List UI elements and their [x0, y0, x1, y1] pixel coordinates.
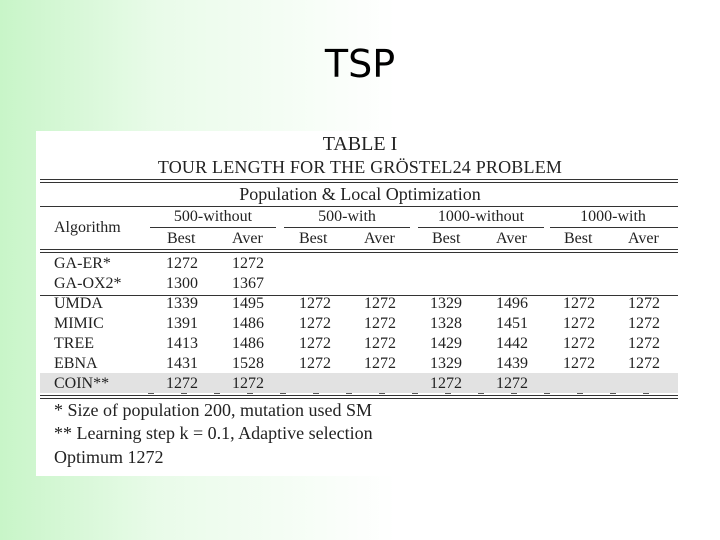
dash-mark: [643, 393, 649, 394]
row-name: GA-ER*: [54, 255, 111, 272]
dash-mark: [313, 393, 319, 394]
dash-mark: [148, 393, 154, 394]
rule-block-separator: [40, 295, 678, 296]
table-cell: 1272: [496, 375, 528, 392]
dash-mark: [445, 393, 451, 394]
group-underline-4: [550, 227, 678, 228]
slide-title: TSP: [324, 42, 396, 86]
row-name: EBNA: [54, 355, 98, 372]
table-cell: 1413: [166, 335, 198, 352]
table-cell: 1272: [628, 355, 660, 372]
table-cell: 1272: [364, 335, 396, 352]
table-cell: 1272: [232, 375, 264, 392]
table-cell: 1429: [430, 335, 462, 352]
dash-mark: [412, 393, 418, 394]
table-cell: 1272: [166, 255, 198, 272]
rule-bottom-1: [40, 395, 678, 396]
rule-bottom-2: [40, 398, 678, 399]
table-cell: 1391: [166, 315, 198, 332]
note-learning-step: ** Learning step k = 0.1, Adaptive selec…: [54, 423, 373, 443]
results-table: TABLE I TOUR LENGTH FOR THE GRÖSTEL24 PR…: [36, 131, 684, 476]
group-underline-3: [418, 227, 544, 228]
table-cell: 1328: [430, 315, 462, 332]
table-cell: 1272: [299, 315, 331, 332]
group-header-1000-with: 1000-with: [580, 208, 646, 225]
row-name: TREE: [54, 335, 94, 352]
table-cell: 1451: [496, 315, 528, 332]
table-cell: 1439: [496, 355, 528, 372]
dash-mark: [544, 393, 550, 394]
table-cell: 1272: [430, 375, 462, 392]
table-cell: 1272: [628, 335, 660, 352]
table-cell: 1367: [232, 275, 264, 292]
subheader-aver-2: Aver: [364, 230, 395, 247]
table-cell: 1300: [166, 275, 198, 292]
dash-mark: [280, 393, 286, 394]
dash-mark: [478, 393, 484, 394]
table-cell: 1272: [364, 315, 396, 332]
row-name: GA-OX2*: [54, 275, 122, 292]
table-cell: 1329: [430, 355, 462, 372]
subheader-aver-4: Aver: [628, 230, 659, 247]
table-cell: 1272: [299, 355, 331, 372]
table-cell: 1495: [232, 295, 264, 312]
algorithm-header: Algorithm: [54, 219, 121, 236]
table-caption-title: TOUR LENGTH FOR THE GRÖSTEL24 PROBLEM: [157, 157, 563, 177]
group-underline-1: [150, 227, 276, 228]
table-cell: 1339: [166, 295, 198, 312]
note-optimum: Optimum 1272: [54, 447, 164, 467]
row-name: COIN**: [54, 375, 110, 392]
dash-mark: [379, 393, 385, 394]
table-cell: 1528: [232, 355, 264, 372]
table-cell: 1272: [364, 355, 396, 372]
dash-mark: [577, 393, 583, 394]
dash-mark: [511, 393, 517, 394]
subheader-aver-3: Aver: [496, 230, 527, 247]
table-cell: 1486: [232, 315, 264, 332]
table-cell: 1272: [166, 375, 198, 392]
table-cell: 1272: [299, 335, 331, 352]
row-name: UMDA: [54, 295, 103, 312]
group-header-500-with: 500-with: [318, 208, 376, 225]
dash-mark: [214, 393, 220, 394]
dash-mark: [610, 393, 616, 394]
subheader-best-2: Best: [299, 230, 328, 247]
table-cell: 1496: [496, 295, 528, 312]
group-underline-2: [284, 227, 410, 228]
rule-header-2: [40, 252, 678, 253]
coin-row-shade: [40, 373, 678, 393]
table-caption-number: TABLE I: [322, 133, 398, 155]
section-header: Population & Local Optimization: [239, 184, 481, 204]
table-cell: 1272: [563, 315, 595, 332]
row-name: MIMIC: [54, 315, 104, 332]
subheader-best-3: Best: [432, 230, 461, 247]
table-cell: 1272: [628, 315, 660, 332]
table-cell: 1442: [496, 335, 528, 352]
rule-top-1: [40, 179, 678, 180]
subheader-best-1: Best: [167, 230, 196, 247]
dash-mark: [181, 393, 187, 394]
table-cell: 1272: [628, 295, 660, 312]
table-cell: 1486: [232, 335, 264, 352]
rule-section: [40, 206, 678, 207]
table-cell: 1272: [563, 335, 595, 352]
dash-mark: [247, 393, 253, 394]
table-cell: 1329: [430, 295, 462, 312]
table-cell: 1272: [563, 355, 595, 372]
subheader-aver-1: Aver: [232, 230, 263, 247]
table-cell: 1431: [166, 355, 198, 372]
group-header-1000-without: 1000-without: [437, 208, 525, 225]
note-population: * Size of population 200, mutation used …: [54, 400, 372, 420]
rule-top-2: [40, 182, 678, 183]
dash-mark: [346, 393, 352, 394]
table-cell: 1272: [364, 295, 396, 312]
table-cell: 1272: [563, 295, 595, 312]
table-cell: 1272: [232, 255, 264, 272]
group-header-500-without: 500-without: [173, 208, 253, 225]
subheader-best-4: Best: [564, 230, 593, 247]
rule-header-1: [40, 249, 678, 250]
table-cell: 1272: [299, 295, 331, 312]
